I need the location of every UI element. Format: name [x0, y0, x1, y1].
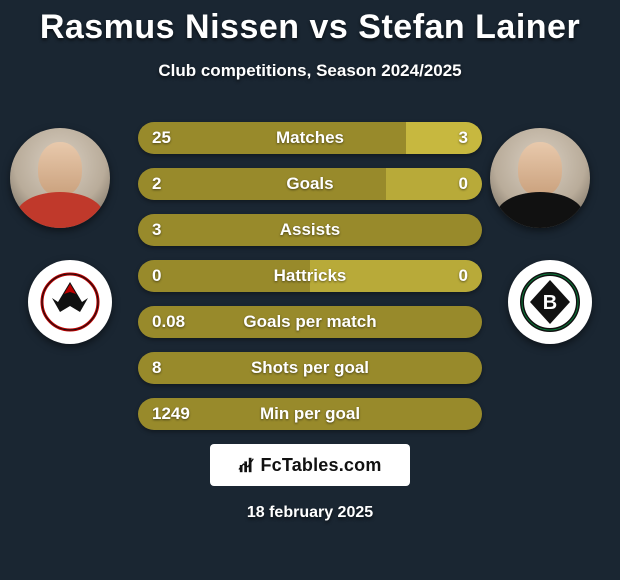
stat-bar-left: 25 — [138, 122, 406, 154]
eagle-crest-icon — [40, 272, 100, 332]
stat-value-right: 0 — [459, 174, 468, 194]
stat-bar-right: 0 — [386, 168, 482, 200]
page-title: Rasmus Nissen vs Stefan Lainer — [0, 0, 620, 47]
stat-value-left: 3 — [152, 220, 161, 240]
watermark-text: FcTables.com — [260, 455, 381, 476]
svg-text:B: B — [543, 292, 557, 314]
title-player-left: Rasmus Nissen — [40, 8, 300, 46]
watermark: FcTables.com — [210, 444, 410, 486]
stat-bar-left: 0 — [138, 260, 310, 292]
bar-chart-icon — [238, 456, 256, 474]
stat-value-left: 2 — [152, 174, 161, 194]
stat-row: 1249Min per goal — [138, 398, 482, 430]
stat-value-right: 0 — [459, 266, 468, 286]
player-right-avatar — [490, 128, 590, 228]
stat-row: 0.08Goals per match — [138, 306, 482, 338]
stat-bar-left: 8 — [138, 352, 482, 384]
stat-bar-left: 2 — [138, 168, 386, 200]
stat-value-left: 8 — [152, 358, 161, 378]
club-crest-left — [28, 260, 112, 344]
stat-value-left: 25 — [152, 128, 171, 148]
stat-bar-left: 3 — [138, 214, 482, 246]
stat-bar-right: 0 — [310, 260, 482, 292]
stat-row: 8Shots per goal — [138, 352, 482, 384]
stat-value-left: 0.08 — [152, 312, 185, 332]
infographic-date: 18 february 2025 — [0, 504, 620, 522]
stat-row: 00Hattricks — [138, 260, 482, 292]
stat-value-left: 1249 — [152, 404, 190, 424]
club-crest-right: B — [508, 260, 592, 344]
stat-bar-left: 0.08 — [138, 306, 482, 338]
stat-value-right: 3 — [459, 128, 468, 148]
title-vs: vs — [310, 8, 349, 46]
stat-bar-left: 1249 — [138, 398, 482, 430]
player-left-avatar — [10, 128, 110, 228]
stat-bar-right: 3 — [406, 122, 482, 154]
stat-value-left: 0 — [152, 266, 161, 286]
stats-table: 253Matches20Goals3Assists00Hattricks0.08… — [138, 122, 482, 444]
title-player-right: Stefan Lainer — [358, 8, 580, 46]
stat-row: 3Assists — [138, 214, 482, 246]
stat-row: 253Matches — [138, 122, 482, 154]
stat-row: 20Goals — [138, 168, 482, 200]
diamond-b-crest-icon: B — [520, 272, 580, 332]
subtitle: Club competitions, Season 2024/2025 — [0, 61, 620, 81]
